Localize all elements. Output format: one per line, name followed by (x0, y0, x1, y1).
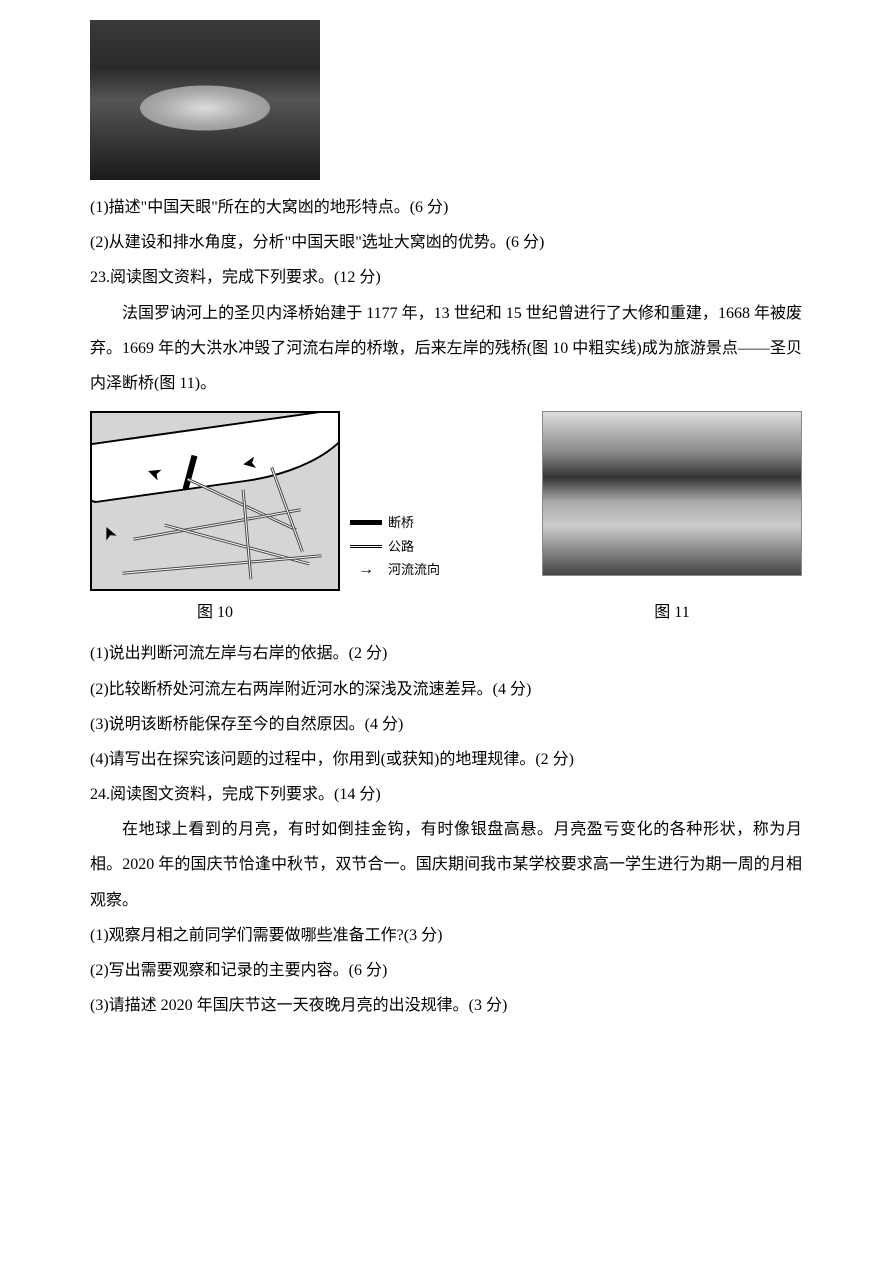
legend-road-icon (350, 545, 382, 548)
q24-sub1: (1)观察月相之前同学们需要做哪些准备工作?(3 分) (90, 918, 802, 953)
q23-sub1: (1)说出判断河流左岸与右岸的依据。(2 分) (90, 636, 802, 671)
legend-flow-label: 河流流向 (388, 558, 440, 581)
figure-photo-11 (542, 411, 802, 576)
q24-header: 24.阅读图文资料，完成下列要求。(14 分) (90, 777, 802, 812)
q23-sub3: (3)说明该断桥能保存至今的自然原因。(4 分) (90, 707, 802, 742)
legend-bridge-label: 断桥 (388, 511, 414, 534)
q23-sub2: (2)比较断桥处河流左右两岸附近河水的深浅及流速差异。(4 分) (90, 672, 802, 707)
caption-figure-10: 图 10 (90, 595, 340, 630)
q23-sub4: (4)请写出在探究该问题的过程中，你用到(或获知)的地理规律。(2 分) (90, 742, 802, 777)
q22-sub2: (2)从建设和排水角度，分析"中国天眼"选址大窝凼的优势。(6 分) (90, 225, 802, 260)
legend-arrow-icon: → (350, 562, 382, 578)
q23-header: 23.阅读图文资料，完成下列要求。(12 分) (90, 260, 802, 295)
legend-bridge-icon (350, 520, 382, 525)
figure-map-legend: 断桥 公路 → 河流流向 (350, 511, 440, 581)
q24-sub2: (2)写出需要观察和记录的主要内容。(6 分) (90, 953, 802, 988)
legend-road-label: 公路 (388, 535, 414, 558)
q24-sub3: (3)请描述 2020 年国庆节这一天夜晚月亮的出没规律。(3 分) (90, 988, 802, 1023)
caption-row-q23: 图 10 图 11 (90, 595, 802, 630)
q24-passage: 在地球上看到的月亮，有时如倒挂金钩，有时像银盘高悬。月亮盈亏变化的各种形状，称为… (90, 812, 802, 918)
q23-passage: 法国罗讷河上的圣贝内泽桥始建于 1177 年，13 世纪和 15 世纪曾进行了大… (90, 296, 802, 402)
caption-figure-11: 图 11 (542, 595, 802, 630)
figure-tianyan-photo (90, 20, 320, 180)
figure-map-10: ➤ ➤ ➤ (90, 411, 340, 591)
figure-row-q23: ➤ ➤ ➤ 断桥 公路 → 河流流向 (90, 411, 802, 591)
q22-sub1: (1)描述"中国天眼"所在的大窝凼的地形特点。(6 分) (90, 190, 802, 225)
